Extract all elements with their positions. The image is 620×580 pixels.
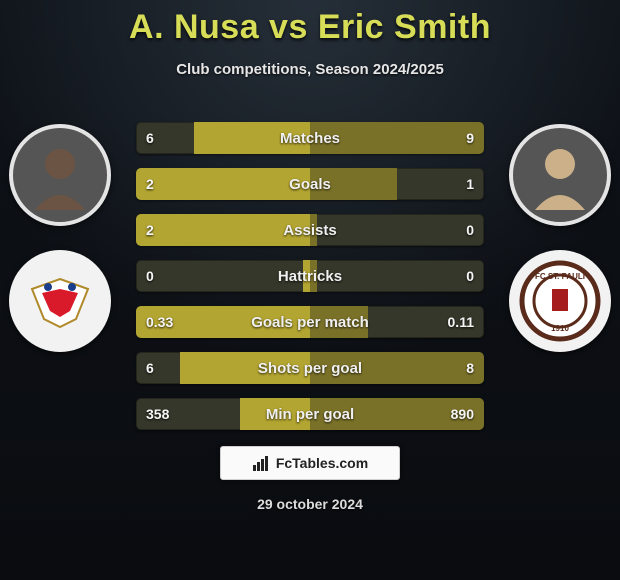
left-player-avatar	[9, 124, 111, 226]
stat-row: 6 8 Shots per goal	[136, 352, 484, 384]
source-badge: FcTables.com	[220, 446, 400, 480]
stat-row: 6 9 Matches	[136, 122, 484, 154]
svg-text:FC ST. PAULI: FC ST. PAULI	[535, 272, 585, 281]
st-pauli-icon: FC ST. PAULI 1910	[518, 259, 602, 343]
source-label: FcTables.com	[276, 455, 368, 471]
date-label: 29 october 2024	[0, 496, 620, 512]
rb-leipzig-icon	[20, 271, 100, 331]
right-club-badge: FC ST. PAULI 1910	[509, 250, 611, 352]
left-player-column	[0, 112, 120, 352]
left-club-badge	[9, 250, 111, 352]
stat-row: 0 0 Hattricks	[136, 260, 484, 292]
stat-row: 2 1 Goals	[136, 168, 484, 200]
stat-row: 358 890 Min per goal	[136, 398, 484, 430]
stat-row: 2 0 Assists	[136, 214, 484, 246]
stat-row: 0.33 0.11 Goals per match	[136, 306, 484, 338]
person-icon	[525, 140, 595, 210]
comparison-area: FC ST. PAULI 1910 6 9 Matches 2 1 Goals …	[0, 112, 620, 442]
page-title: A. Nusa vs Eric Smith	[0, 0, 620, 47]
stat-bars: 6 9 Matches 2 1 Goals 2 0 Assists 0 0 Ha…	[136, 122, 484, 430]
right-player-column: FC ST. PAULI 1910	[500, 112, 620, 352]
svg-text:1910: 1910	[551, 324, 569, 333]
subtitle: Club competitions, Season 2024/2025	[0, 61, 620, 78]
right-player-avatar	[509, 124, 611, 226]
person-icon	[25, 140, 95, 210]
chart-icon	[252, 454, 270, 472]
